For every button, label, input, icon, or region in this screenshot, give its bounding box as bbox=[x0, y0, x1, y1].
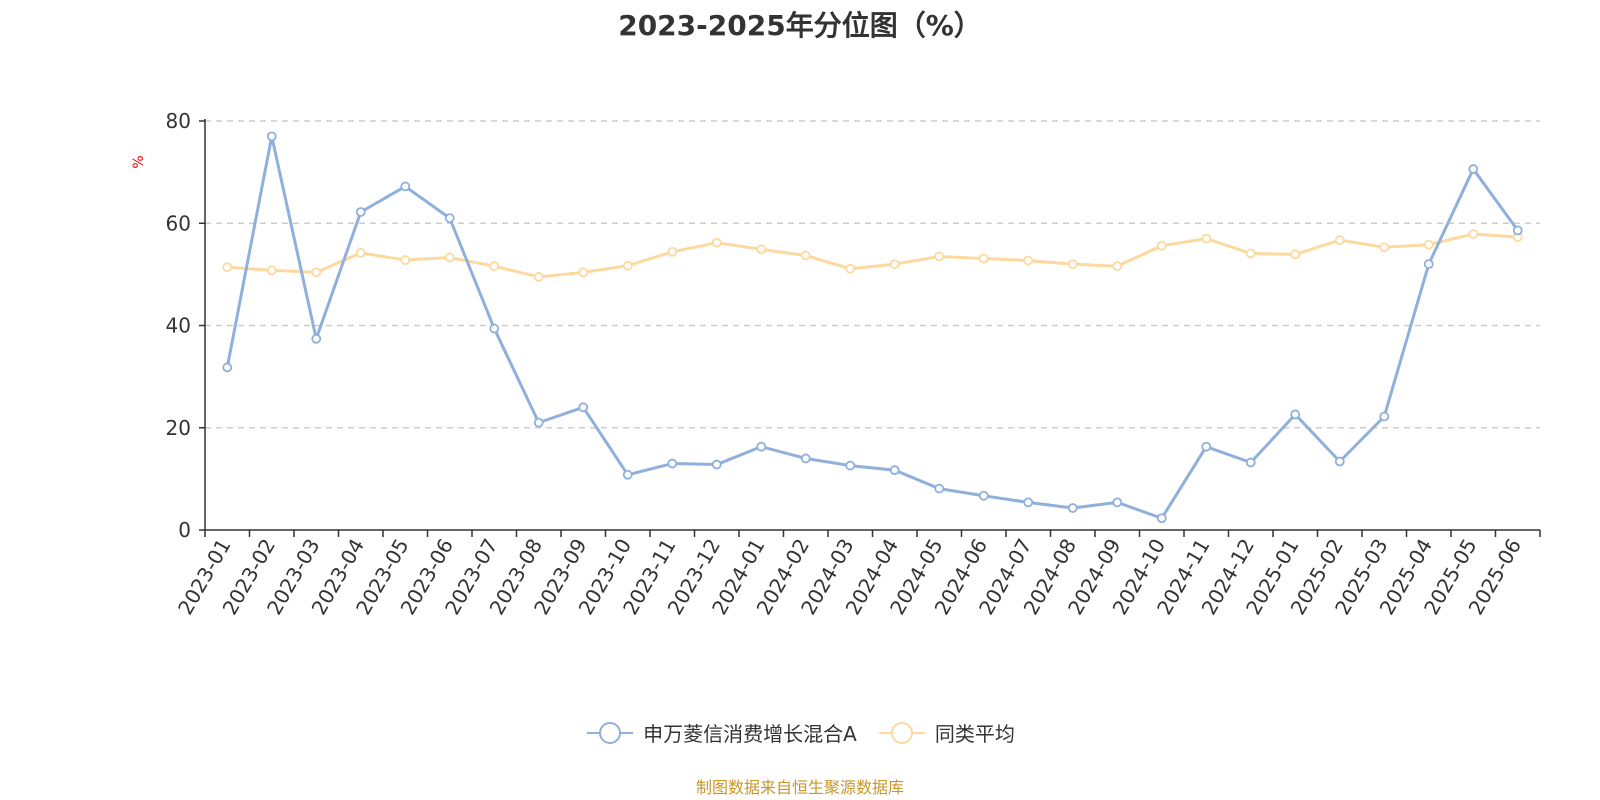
data-point[interactable] bbox=[1112, 261, 1123, 272]
data-point[interactable] bbox=[1023, 255, 1034, 266]
data-point[interactable] bbox=[667, 246, 678, 257]
data-point[interactable] bbox=[533, 272, 544, 282]
circle-line-icon bbox=[878, 721, 925, 744]
legend-item-series-a[interactable]: 申万菱信消费增长混合A bbox=[585, 718, 857, 747]
data-point[interactable] bbox=[266, 265, 277, 276]
data-point[interactable] bbox=[756, 244, 767, 255]
data-point[interactable] bbox=[756, 441, 767, 452]
data-point[interactable] bbox=[1290, 409, 1301, 420]
legend-label-series-a: 申万菱信消费增长混合A bbox=[643, 722, 857, 746]
data-point[interactable] bbox=[1112, 497, 1123, 508]
data-point[interactable] bbox=[622, 469, 633, 480]
data-point[interactable] bbox=[355, 248, 366, 258]
data-point[interactable] bbox=[1379, 411, 1390, 422]
data-point[interactable] bbox=[889, 465, 900, 476]
axes: 0204060802023-012023-022023-032023-04202… bbox=[166, 109, 1541, 619]
data-point[interactable] bbox=[845, 460, 856, 471]
data-point[interactable] bbox=[444, 252, 455, 263]
legend: 申万菱信消费增长混合A 同类平均 bbox=[0, 718, 1600, 747]
data-point[interactable] bbox=[711, 237, 722, 248]
data-point[interactable] bbox=[800, 250, 811, 261]
data-point[interactable] bbox=[1245, 457, 1256, 468]
data-point[interactable] bbox=[667, 458, 678, 469]
data-point[interactable] bbox=[533, 417, 544, 428]
data-point[interactable] bbox=[578, 402, 589, 413]
line-chart: 0204060802023-012023-022023-032023-04202… bbox=[131, 109, 1541, 619]
data-point[interactable] bbox=[1334, 235, 1345, 246]
circle-line-icon bbox=[587, 721, 634, 744]
data-point[interactable] bbox=[845, 263, 856, 274]
y-tick-label: 0 bbox=[178, 518, 191, 542]
data-point[interactable] bbox=[978, 253, 989, 264]
data-point[interactable] bbox=[889, 259, 900, 270]
data-point[interactable] bbox=[711, 459, 722, 470]
data-point[interactable] bbox=[1379, 242, 1390, 253]
chart-title: 2023-2025年分位图（%） bbox=[618, 9, 982, 42]
data-point[interactable] bbox=[400, 181, 411, 192]
data-point[interactable] bbox=[800, 453, 811, 464]
data-point[interactable] bbox=[311, 333, 322, 344]
data-point[interactable] bbox=[1290, 249, 1301, 260]
data-point[interactable] bbox=[1334, 456, 1345, 467]
y-tick-label: 60 bbox=[166, 211, 191, 235]
data-point[interactable] bbox=[222, 262, 233, 273]
data-point[interactable] bbox=[934, 251, 945, 262]
source-note: 制图数据来自恒生聚源数据库 bbox=[695, 778, 904, 797]
data-point[interactable] bbox=[489, 323, 500, 334]
data-point[interactable] bbox=[1067, 259, 1078, 270]
data-point[interactable] bbox=[222, 362, 233, 373]
data-point[interactable] bbox=[444, 213, 455, 224]
data-point[interactable] bbox=[355, 207, 366, 217]
data-point[interactable] bbox=[622, 260, 633, 271]
grid-lines bbox=[205, 120, 1540, 429]
data-point[interactable] bbox=[1423, 259, 1434, 270]
data-point[interactable] bbox=[578, 267, 589, 278]
data-point[interactable] bbox=[1156, 240, 1167, 251]
data-point[interactable] bbox=[1201, 441, 1212, 452]
data-point[interactable] bbox=[1156, 513, 1167, 524]
data-point[interactable] bbox=[1423, 239, 1434, 250]
series-line-a bbox=[225, 134, 1519, 520]
y-axis-unit-label: % bbox=[131, 155, 147, 168]
data-point[interactable] bbox=[311, 267, 322, 278]
data-point[interactable] bbox=[1067, 503, 1078, 513]
data-point[interactable] bbox=[1245, 248, 1256, 259]
series-line-b bbox=[227, 232, 1518, 279]
data-point[interactable] bbox=[1023, 497, 1034, 508]
legend-label-series-b: 同类平均 bbox=[934, 722, 1015, 746]
data-point[interactable] bbox=[978, 490, 989, 501]
data-point[interactable] bbox=[1468, 229, 1479, 239]
data-point[interactable] bbox=[266, 131, 277, 142]
y-tick-label: 40 bbox=[166, 314, 191, 338]
data-point[interactable] bbox=[1201, 233, 1212, 244]
data-point[interactable] bbox=[400, 255, 411, 265]
series-lines bbox=[222, 131, 1523, 524]
y-tick-label: 80 bbox=[166, 109, 191, 133]
legend-item-series-b[interactable]: 同类平均 bbox=[877, 718, 1015, 747]
data-point[interactable] bbox=[489, 261, 500, 272]
data-point[interactable] bbox=[1468, 164, 1479, 174]
data-point[interactable] bbox=[934, 483, 945, 494]
data-point[interactable] bbox=[1512, 225, 1523, 236]
y-tick-label: 20 bbox=[166, 416, 191, 440]
